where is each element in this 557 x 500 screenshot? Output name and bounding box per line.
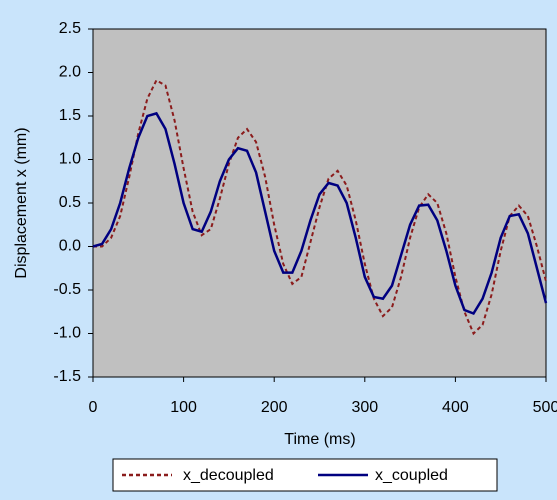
legend-label: x_decoupled (183, 467, 274, 484)
series-line (93, 78, 547, 336)
y-tick-label: -1.5 (53, 368, 81, 385)
x-tick-label: 400 (442, 399, 469, 416)
series-line (92, 111, 548, 316)
x-axis-title: Time (ms) (284, 431, 355, 448)
plot-area (92, 28, 547, 378)
y-tick-label: 2.0 (59, 64, 81, 81)
x-tick-label: 200 (261, 399, 288, 416)
x-tick-label: 300 (351, 399, 378, 416)
y-tick-label: 0.5 (59, 194, 81, 211)
x-tick-label: 0 (89, 399, 98, 416)
y-tick-label: -1.0 (53, 325, 81, 342)
x-tick-label: 500 (533, 399, 557, 416)
legend (112, 458, 498, 492)
legend-label: x_coupled (375, 467, 448, 484)
y-axis-title: Displacement x (mm) (13, 127, 30, 278)
y-tick-label: 2.5 (59, 20, 81, 37)
y-tick-label: -0.5 (53, 281, 81, 298)
y-tick-label: 1.0 (59, 151, 81, 168)
y-tick-label: 0.0 (59, 238, 81, 255)
x-tick-label: 100 (170, 399, 197, 416)
y-tick-label: 1.5 (59, 107, 81, 124)
